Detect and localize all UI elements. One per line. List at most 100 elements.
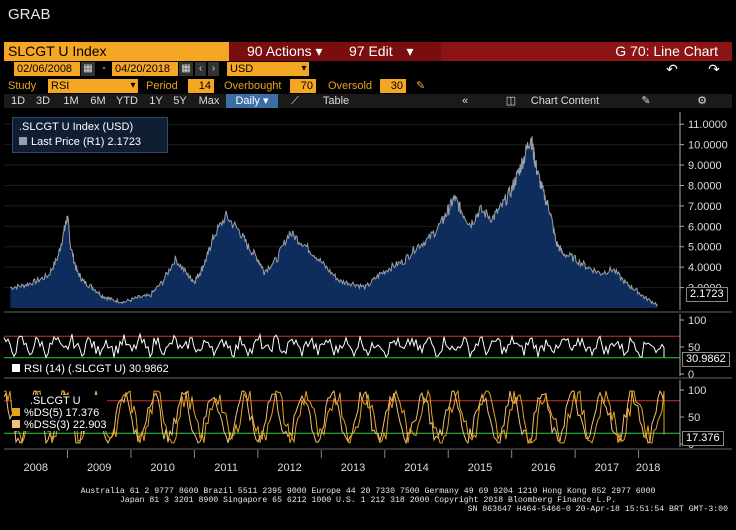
x-tick-label: 2017 [595, 462, 619, 474]
header-bar: SLCGT U Index 90 Actions ▾ 97 Edit ▾ G 7… [4, 42, 732, 61]
overbought-label: Overbought [224, 80, 282, 92]
y-tick-label: 8.0000 [688, 180, 722, 192]
table-button[interactable]: Table [322, 95, 350, 107]
range-5y[interactable]: 5Y [173, 95, 187, 107]
redo-icon[interactable]: ↷ [696, 62, 732, 76]
y-tick-label: 4.0000 [688, 262, 722, 274]
calendar-icon[interactable]: ▦ [179, 62, 193, 76]
x-axis: 2008 2009 2010 2011 2012 2013 2014 2015 2016 2017… [23, 450, 660, 474]
ticker-field[interactable]: SLCGT U Index [4, 42, 229, 61]
stoch-ds-label: %DS(5) 17.376 [24, 407, 100, 419]
range-max[interactable]: Max [198, 95, 220, 107]
y-tick-label: 50 [688, 342, 700, 354]
rsi-legend: RSI (14) (.SLCGT U) 30.9862 [12, 363, 169, 375]
footer-line-2: Japan 81 3 3201 8900 Singapore 65 6212 1… [119, 496, 617, 505]
stoch-last-tag: 17.376 [682, 431, 724, 446]
step-forward-icon[interactable]: › [208, 62, 219, 76]
rsi-line [3, 332, 665, 359]
price-legend: .SLCGT U Index (USD) Last Price (R1) 2.1… [12, 117, 168, 153]
price-last-tag: 2.1723 [686, 287, 728, 302]
pencil-icon[interactable]: ✎ [416, 80, 426, 92]
step-back-icon[interactable]: ‹ [195, 62, 206, 76]
legend-series: Last Price (R1) 2.1723 [19, 135, 161, 150]
x-tick-label: 2013 [341, 462, 365, 474]
stoch-dss-label: %DSS(3) 22.903 [24, 419, 107, 431]
x-tick-label: 2012 [277, 462, 301, 474]
x-tick-label: 2011 [214, 462, 238, 474]
range-3d[interactable]: 3D [35, 95, 51, 107]
y-tick-label: 100 [688, 315, 706, 327]
actions-menu-button[interactable]: 90 Actions ▾ [233, 42, 333, 61]
range-1y[interactable]: 1Y [149, 95, 163, 107]
chevron-down-icon[interactable]: ▾ [128, 79, 138, 93]
range-6m[interactable]: 6M [90, 95, 106, 107]
stoch-legend-ds: %DS(5) 17.376 [12, 407, 107, 419]
y-tick-label: 0 [688, 369, 694, 381]
overbought-input[interactable]: 70 [290, 79, 316, 93]
period-input[interactable]: 14 [188, 79, 214, 93]
x-tick-label: 2008 [23, 462, 47, 474]
y-tick-label: 7.0000 [688, 201, 722, 213]
stoch-legend: .SLCGT U %DS(5) 17.376 %DSS(3) 22.903 [12, 395, 107, 431]
study-select[interactable]: RSI [48, 79, 128, 93]
x-tick-label: 2009 [87, 462, 111, 474]
chart-canvas: 3.00004.00005.00006.00007.00008.00009.00… [3, 112, 732, 474]
currency-select[interactable]: USD [227, 62, 299, 76]
edit-menu-button[interactable]: 97 Edit ▾ [335, 42, 439, 61]
y-tick-label: 6.0000 [688, 221, 722, 233]
date-row: 02/06/2008 ▦ - 04/20/2018 ▦ ‹ › USD ▾ ↶ … [4, 62, 732, 77]
line-chart-icon[interactable]: ⟋ [291, 95, 299, 107]
frequency-select[interactable]: Daily ▾ [226, 94, 278, 108]
footer-line-1: Australia 61 2 9777 8600 Brazil 5511 239… [80, 487, 656, 496]
calendar-icon[interactable]: ▦ [81, 62, 95, 76]
collapse-icon[interactable]: « [461, 95, 469, 107]
chevron-down-icon: ▾ [315, 43, 323, 59]
price-y-axis: 3.00004.00005.00006.00007.00008.00009.00… [679, 112, 728, 310]
legend-swatch [19, 137, 27, 145]
x-tick-label: 2018 [636, 462, 660, 474]
app-title: GRAB [8, 6, 51, 23]
y-tick-label: 100 [688, 385, 706, 397]
chevron-down-icon[interactable]: ▾ [299, 62, 309, 76]
legend-swatch [12, 420, 20, 428]
chevron-down-icon: ▾ [262, 95, 269, 107]
chevron-down-icon: ▾ [406, 43, 414, 59]
oversold-label: Oversold [328, 80, 373, 92]
range-ytd[interactable]: YTD [116, 95, 138, 107]
oversold-input[interactable]: 30 [380, 79, 406, 93]
frequency-label: Daily [235, 95, 260, 107]
price-line [10, 136, 659, 307]
rsi-last-tag: 30.9862 [682, 352, 730, 367]
dash-separator: - [97, 62, 111, 76]
study-row: Study RSI ▾ Period 14 Overbought 70 Over… [4, 79, 732, 93]
chart-content-icon: ◫ [505, 95, 517, 107]
actions-label: 90 Actions [247, 43, 312, 59]
end-date-input[interactable]: 04/20/2018 [112, 62, 178, 76]
period-label: Period [146, 80, 178, 92]
edit-chart-icon[interactable]: ✎ [641, 95, 651, 107]
undo-icon[interactable]: ↶ [652, 62, 692, 76]
range-row: 1D 3D 1M 6M YTD 1Y 5Y Max Daily ▾ ⟋ Tabl… [4, 94, 732, 108]
legend-swatch [12, 408, 20, 416]
study-label: Study [8, 80, 37, 92]
y-tick-label: 5.0000 [688, 242, 722, 254]
start-date-input[interactable]: 02/06/2008 [14, 62, 80, 76]
footer-line-3: SN 863647 H464-5466-0 20-Apr-18 15:51:54… [467, 505, 728, 514]
y-tick-label: 11.0000 [688, 119, 727, 131]
range-1d[interactable]: 1D [10, 95, 26, 107]
stoch-ds-line [3, 389, 665, 445]
legend-series-label: Last Price (R1) 2.1723 [31, 136, 142, 148]
chart-content-button[interactable]: Chart Content [530, 95, 600, 107]
rsi-legend-label: RSI (14) (.SLCGT U) 30.9862 [24, 363, 169, 375]
x-tick-label: 2010 [150, 462, 174, 474]
gear-icon[interactable]: ⚙ [697, 95, 707, 107]
stoch-legend-title: .SLCGT U [30, 395, 81, 407]
footer: Australia 61 2 9777 8600 Brazil 5511 239… [0, 487, 736, 514]
range-1m[interactable]: 1M [63, 95, 79, 107]
x-tick-label: 2016 [531, 462, 555, 474]
legend-swatch [12, 364, 20, 372]
edit-label: 97 Edit [349, 43, 393, 59]
rsi-panel: 0 50 100 [3, 314, 706, 381]
x-tick-label: 2014 [404, 462, 428, 474]
